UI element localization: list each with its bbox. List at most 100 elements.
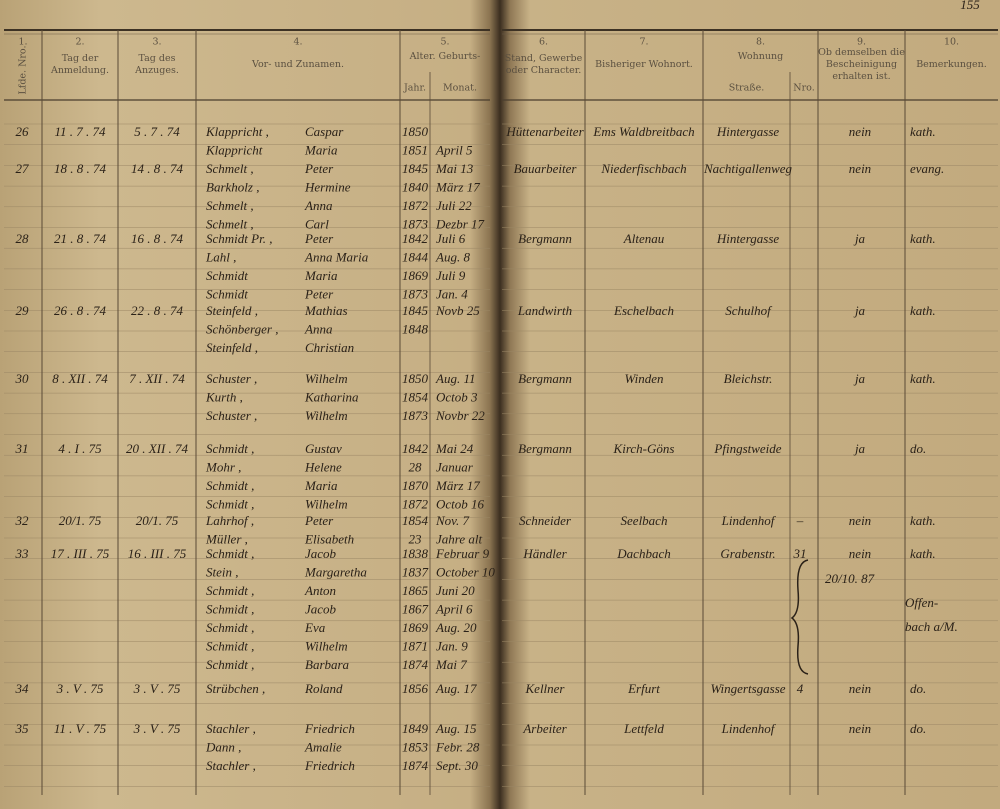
street: Bleichstr. (724, 371, 773, 386)
surname: Schmidt , (206, 638, 254, 653)
first-name: Christian (305, 340, 354, 355)
column-label: Alter. Geburts- (409, 51, 481, 62)
birth-month: Aug. 17 (435, 681, 477, 696)
move-in-date: 22 . 8 . 74 (131, 303, 184, 318)
occupation: Hüttenarbeiter (505, 124, 584, 139)
annotation: Offen- (905, 595, 938, 610)
surname: Schmidt Pr. , (206, 231, 272, 246)
birth-month: März 17 (435, 179, 480, 194)
surname: Schmidt (206, 268, 248, 283)
birth-month: Aug. 8 (435, 249, 470, 264)
birth-year: 1873 (402, 286, 429, 301)
move-in-date: 5 . 7 . 74 (134, 124, 180, 139)
birth-year: 1844 (402, 249, 429, 264)
previous-residence: Ems Waldbreitbach (592, 124, 694, 139)
certificate: nein (849, 161, 871, 176)
registration-date: 17 . III . 75 (51, 546, 110, 561)
surname: Schuster , (206, 408, 257, 423)
column-label: Bisheriger Wohnort. (595, 59, 693, 70)
occupation: Bauarbeiter (514, 161, 578, 176)
occupation: Kellner (525, 681, 566, 696)
occupation: Schneider (519, 513, 572, 528)
sub-label: Straße. (729, 83, 765, 94)
previous-residence: Erfurt (627, 681, 660, 696)
birth-month: Juni 20 (436, 583, 475, 598)
birth-month: April 5 (435, 142, 473, 157)
entry-number: 31 (15, 441, 29, 456)
street: Lindenhof (721, 721, 777, 736)
move-in-date: 3 . V . 75 (133, 721, 181, 736)
first-name: Maria (304, 268, 338, 283)
column-number: 2. (75, 37, 84, 48)
first-name: Amalie (304, 739, 342, 754)
birth-year: 1842 (402, 441, 429, 456)
certificate: ja (853, 231, 866, 246)
column-label: Tag des Anzuges. (134, 53, 179, 76)
birth-year: 1837 (402, 564, 429, 579)
first-name: Gustav (305, 441, 342, 456)
birth-month: Novbr 22 (435, 408, 485, 423)
sub-label: Monat. (443, 83, 477, 94)
birth-year: 1851 (402, 142, 428, 157)
birth-month: Dezbr 17 (435, 216, 485, 231)
column-number: 10. (944, 37, 959, 48)
first-name: Eva (304, 620, 326, 635)
registration-date: 11 . 7 . 74 (54, 124, 106, 139)
first-name: Anna Maria (304, 249, 369, 264)
certificate: ja (853, 303, 866, 318)
remark: evang. (910, 161, 944, 176)
previous-residence: Seelbach (621, 513, 668, 528)
birth-year: 1854 (402, 389, 429, 404)
birth-month: Juli 22 (436, 198, 472, 213)
street: Hintergasse (716, 124, 780, 139)
birth-year: 1850 (402, 371, 429, 386)
entry-number: 34 (15, 681, 30, 696)
move-in-date: 3 . V . 75 (133, 681, 181, 696)
surname: Müller , (205, 531, 248, 546)
certificate: nein (849, 721, 871, 736)
registration-date: 4 . I . 75 (58, 441, 102, 456)
column-number: 6. (539, 37, 548, 48)
sub-label: Jahr. (403, 83, 426, 94)
birth-year: 1872 (402, 198, 429, 213)
house-number: – (796, 513, 804, 528)
surname: Schmidt , (206, 478, 254, 493)
first-name: Peter (304, 513, 334, 528)
column-label: Wohnung (738, 51, 783, 62)
surname: Schmelt , (206, 216, 254, 231)
birth-month: März 17 (435, 478, 480, 493)
house-number: 4 (797, 681, 804, 696)
certificate: ja (853, 371, 866, 386)
first-name: Roland (304, 681, 343, 696)
registration-date: 20/1. 75 (59, 513, 102, 528)
column-label: Vor- und Zunamen. (251, 59, 344, 70)
column-label: Lfde. Nro. (18, 46, 29, 95)
street: Pfingstweide (713, 441, 781, 456)
surname: Steinfeld , (206, 303, 258, 318)
birth-month: Mai 13 (435, 161, 474, 176)
entry-number: 26 (16, 124, 30, 139)
birth-year: 1871 (402, 638, 428, 653)
surname: Barkholz , (206, 179, 259, 194)
surname: Schmidt , (206, 583, 254, 598)
first-name: Margaretha (304, 564, 367, 579)
first-name: Katharina (304, 389, 359, 404)
surname: Schmidt , (206, 546, 254, 561)
column-label: Bemerkungen. (916, 59, 987, 70)
surname: Stachler , (206, 758, 256, 773)
occupation: Bergmann (518, 441, 572, 456)
registration-date: 11 . V . 75 (54, 721, 107, 736)
first-name: Wilhelm (305, 371, 348, 386)
birth-month: Januar (436, 459, 474, 474)
entry-number: 35 (15, 721, 30, 736)
first-name: Wilhelm (305, 638, 348, 653)
surname: Schmidt , (206, 657, 254, 672)
first-name: Jacob (305, 546, 337, 561)
entry-number: 30 (15, 371, 30, 386)
occupation: Bergmann (518, 231, 572, 246)
street: Schulhof (725, 303, 773, 318)
birth-month: April 6 (435, 601, 473, 616)
move-in-date: 16 . 8 . 74 (131, 231, 184, 246)
